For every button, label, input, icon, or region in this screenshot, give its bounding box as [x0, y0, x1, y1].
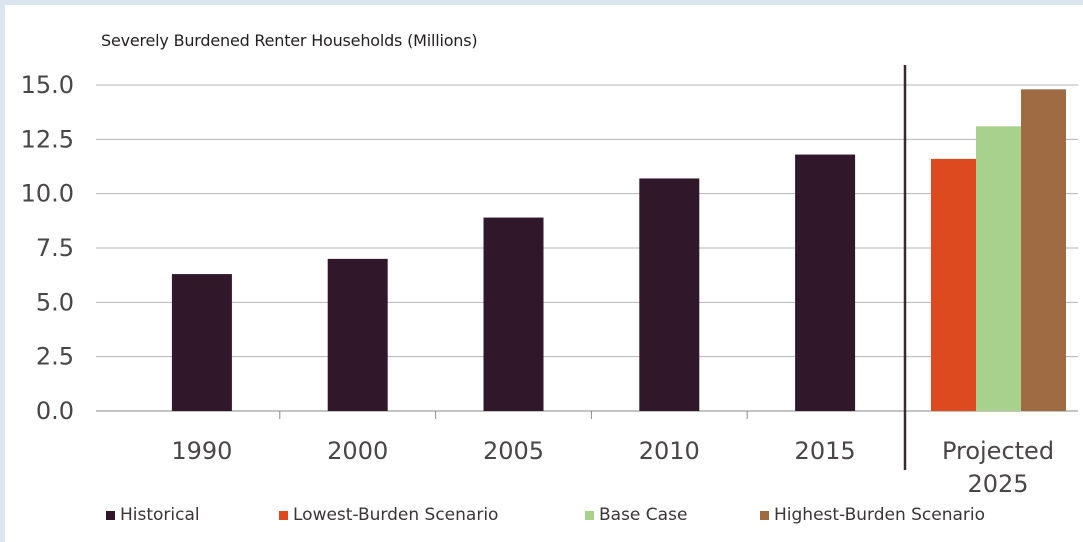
x-tick-label: 2005	[483, 437, 544, 465]
x-tick-label: 2000	[327, 437, 388, 465]
bar-2010	[639, 178, 700, 411]
y-tick-label: 2.5	[36, 343, 74, 371]
chart-title: Severely Burdened Renter Households (Mil…	[101, 31, 478, 50]
y-tick-label: 10.0	[21, 180, 74, 208]
x-tick-label-projected: Projected 2025	[942, 437, 1054, 498]
y-tick-label: 12.5	[21, 125, 74, 153]
x-tick-label: 2010	[639, 437, 700, 465]
x-tick-label: 1990	[171, 437, 232, 465]
bar-2000	[327, 258, 388, 411]
bar-2015	[795, 154, 856, 411]
y-tick-label: 0.0	[36, 397, 74, 425]
y-tick-label: 5.0	[36, 288, 74, 316]
y-tick-label: 7.5	[36, 234, 74, 262]
bar-projected-base-case	[976, 126, 1021, 411]
bar-1990	[171, 274, 232, 411]
bar-2005	[483, 217, 544, 411]
bar-projected-highest-burden-scenario	[1021, 89, 1066, 411]
bar-projected-lowest-burden-scenario	[931, 158, 976, 411]
x-tick-label: 2015	[795, 437, 856, 465]
y-tick-label: 15.0	[21, 71, 74, 99]
